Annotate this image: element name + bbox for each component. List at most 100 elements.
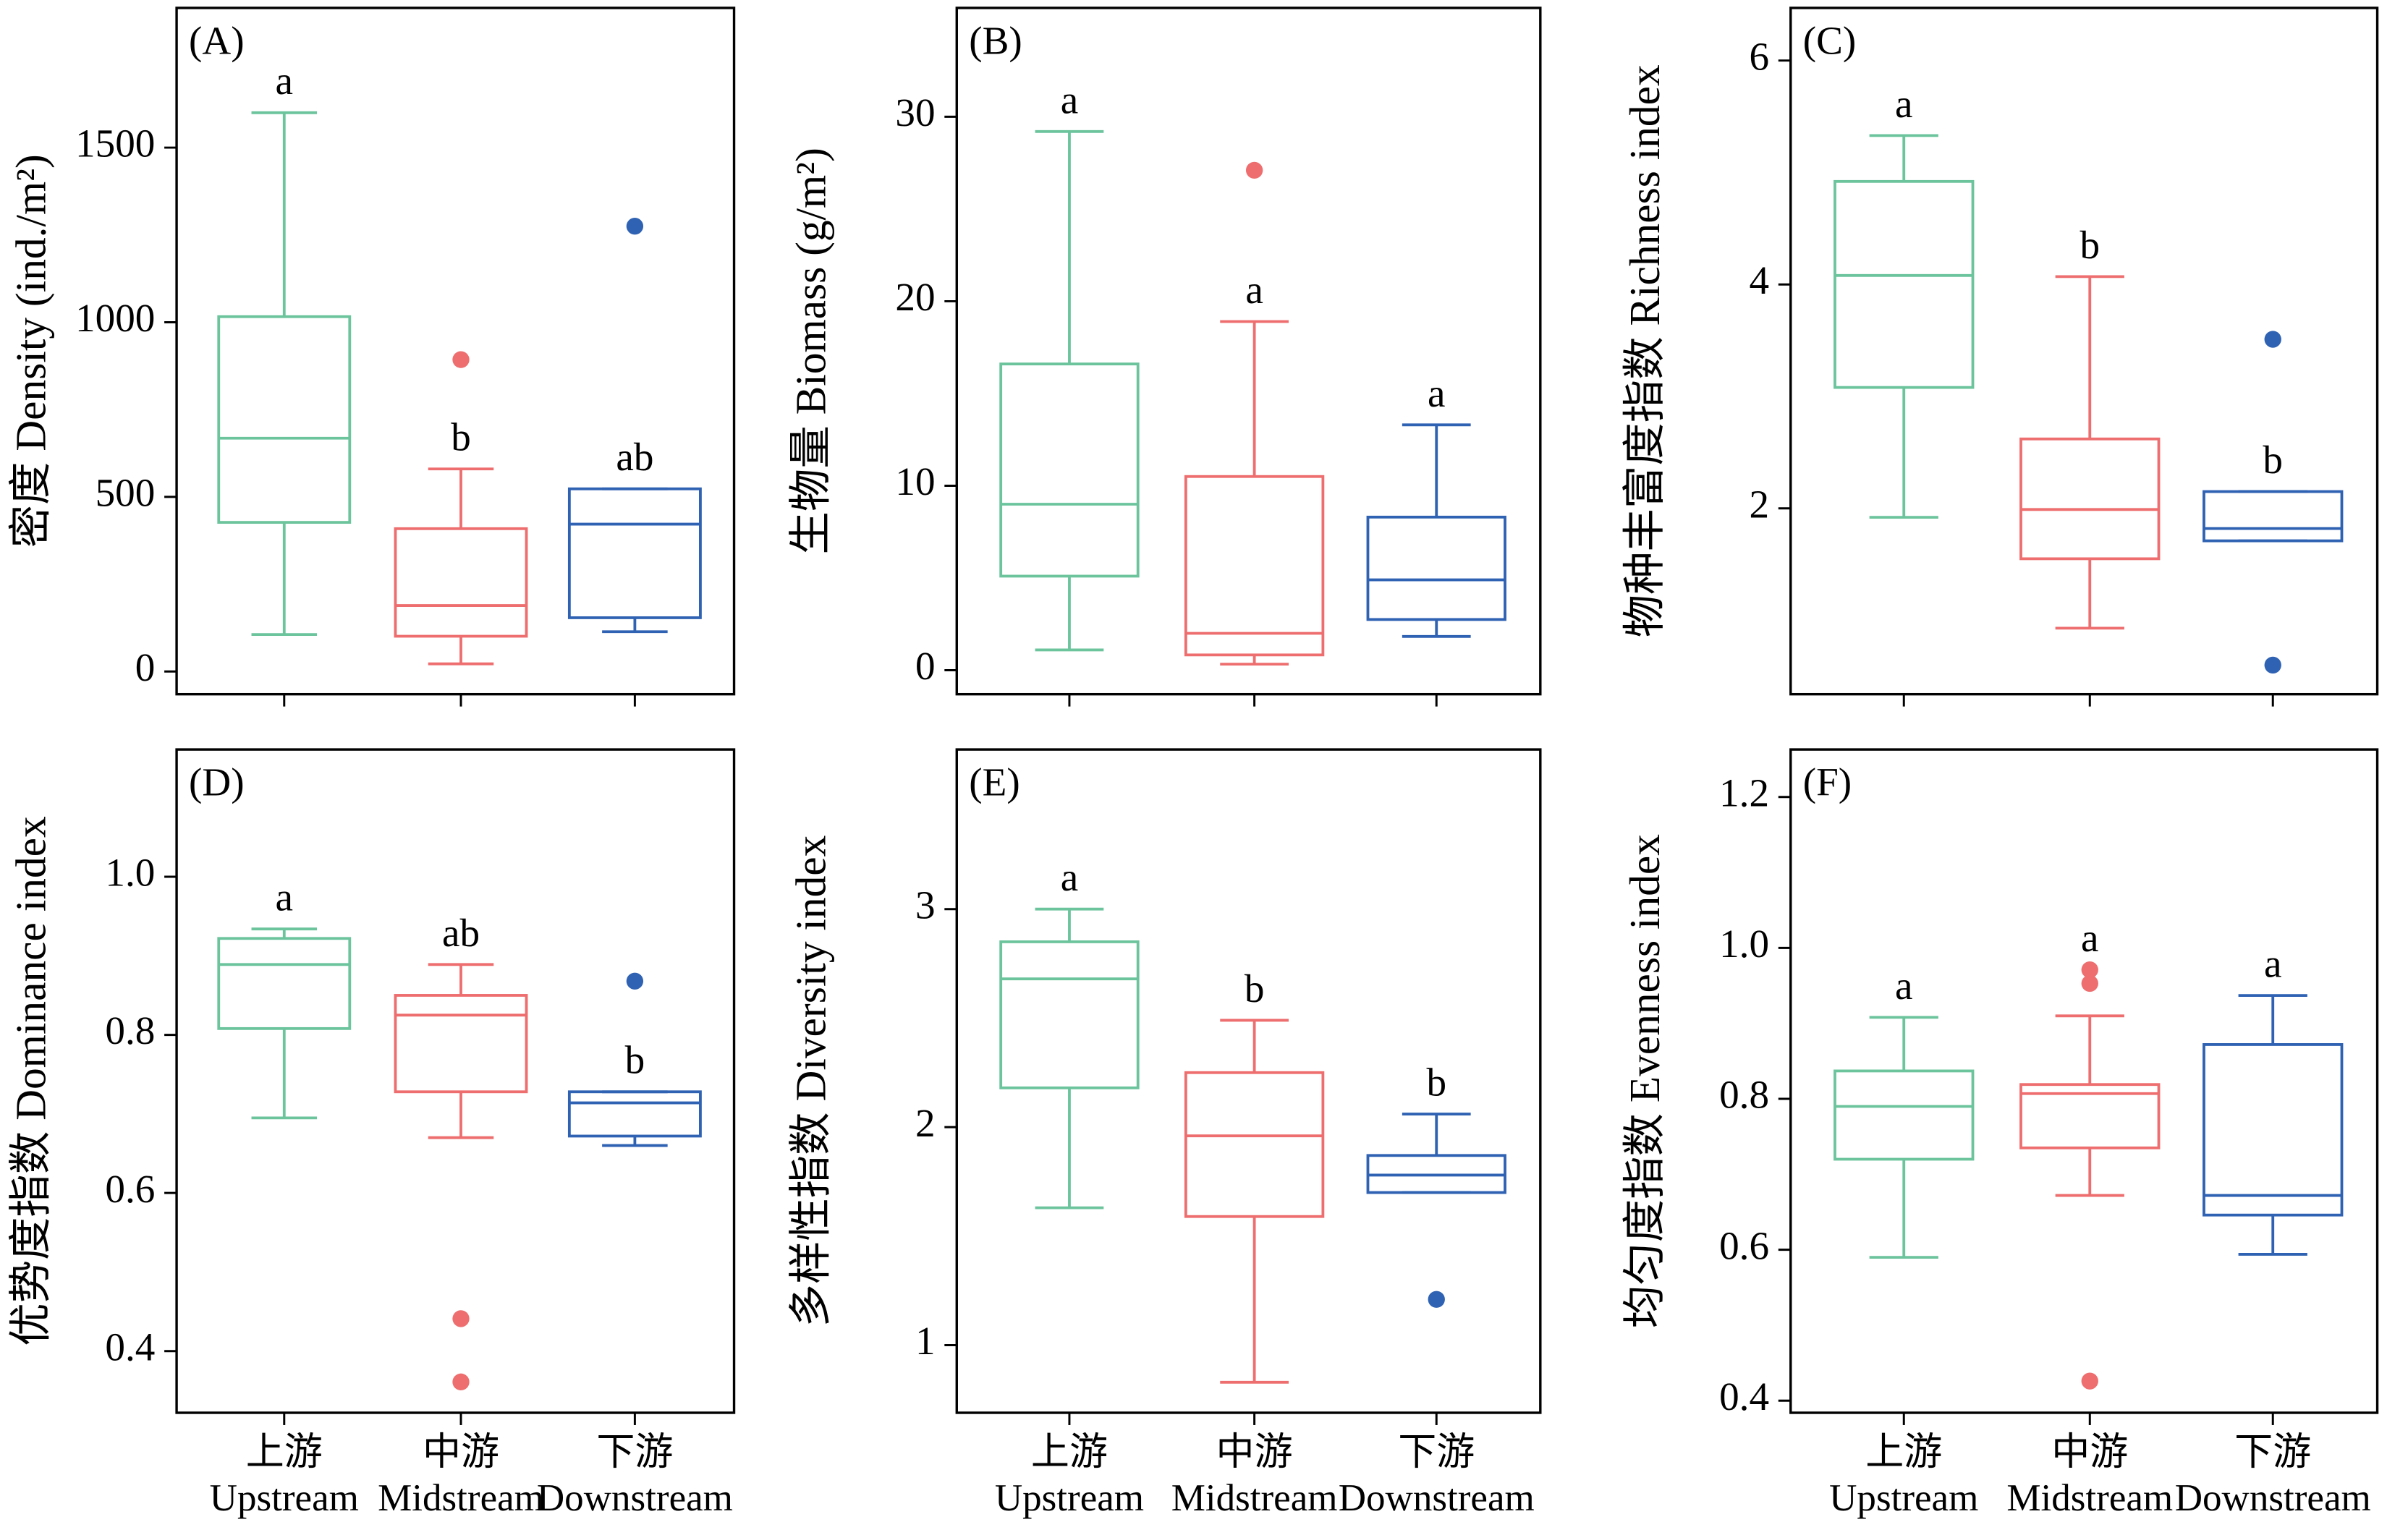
y-tick-label: 1000 (75, 296, 155, 340)
significance-label: b (1426, 1060, 1446, 1104)
x-tick-label: Downstream (2175, 1477, 2371, 1519)
box (999, 362, 1140, 578)
outlier (452, 1373, 470, 1391)
box (2019, 1083, 2161, 1149)
y-axis-label: 多样性指数 Diversity index (787, 836, 835, 1327)
y-axis-label: 密度 Density (ind./m²) (7, 154, 54, 548)
box (567, 1090, 702, 1138)
box (1833, 179, 1975, 389)
outlier (1428, 1291, 1445, 1308)
x-tick-label: Midstream (378, 1477, 544, 1519)
plot-frame (1789, 748, 2379, 1414)
x-tick-label: Midstream (2006, 1477, 2173, 1519)
y-axis-label: 生物量 Biomass (g/m²) (787, 148, 835, 554)
significance-label: b (451, 415, 471, 459)
box (217, 937, 352, 1030)
y-tick-label: 1.0 (105, 851, 155, 895)
y-tick-label: 0 (915, 644, 936, 688)
x-tick-label: 上游 (246, 1432, 323, 1474)
outlier (2081, 961, 2098, 979)
outlier (1245, 161, 1263, 179)
x-tick-label: 下游 (2234, 1432, 2311, 1474)
y-tick-label: 6 (1749, 34, 1769, 78)
significance-label: a (1245, 268, 1263, 312)
significance-label: b (1245, 966, 1265, 1011)
y-tick-label: 0 (135, 645, 156, 689)
y-tick-label: 2 (1749, 482, 1769, 526)
significance-label: a (276, 59, 294, 103)
outlier (2264, 656, 2281, 674)
significance-label: a (1061, 77, 1079, 122)
x-tick-label: 中游 (423, 1432, 499, 1474)
significance-label: b (2263, 438, 2283, 482)
x-tick-label: 中游 (2051, 1432, 2128, 1474)
box (394, 994, 528, 1094)
outlier (626, 972, 644, 990)
box (1184, 1071, 1325, 1218)
significance-label: ab (616, 435, 653, 479)
y-tick-label: 4 (1749, 258, 1769, 302)
y-tick-label: 0.8 (1719, 1073, 1769, 1117)
x-tick-label: Downstream (537, 1477, 733, 1519)
y-tick-label: 20 (895, 275, 935, 319)
panel-title: (B) (969, 19, 1022, 63)
y-tick-label: 1.0 (1719, 922, 1769, 966)
significance-label: a (2264, 942, 2281, 986)
x-tick-label: 上游 (1865, 1432, 1942, 1474)
y-tick-label: 2 (915, 1101, 936, 1145)
y-tick-label: 1 (915, 1319, 936, 1363)
plot-frame (1789, 7, 2379, 696)
y-tick-label: 0.6 (1719, 1223, 1769, 1267)
y-tick-label: 0.8 (105, 1008, 155, 1053)
x-tick-label: Upstream (1829, 1477, 1978, 1519)
outlier (626, 218, 644, 235)
outlier (452, 1310, 470, 1327)
y-axis-label: 优势度指数 Dominance index (7, 816, 54, 1346)
outlier (2081, 1372, 2098, 1390)
x-tick-label: 上游 (1031, 1432, 1108, 1474)
box (2019, 437, 2161, 561)
box (1184, 475, 1325, 657)
panel-title: (A) (189, 19, 245, 63)
panel: (B) 生物量 Biomass (g/m²) 0 10 20 30 a a a (787, 7, 1542, 707)
panel: (C) 物种丰富度指数 Richness index 2 4 6 a b b (1621, 7, 2379, 707)
x-tick-label: Upstream (210, 1477, 359, 1519)
panel-title: (F) (1803, 760, 1852, 804)
significance-label: a (1895, 964, 1913, 1008)
box (2203, 1043, 2344, 1217)
box (2203, 490, 2344, 543)
box (1366, 515, 1506, 621)
significance-label: a (1428, 371, 1446, 415)
outlier (2264, 331, 2281, 348)
panel: (D) 优势度指数 Dominance index 0.4 0.6 0.8 1.0 上游Up… (7, 748, 736, 1519)
significance-label: b (625, 1038, 645, 1082)
x-tick-label: 下游 (596, 1432, 673, 1474)
significance-label: a (1895, 82, 1913, 126)
x-tick-label: Downstream (1339, 1477, 1535, 1519)
panel-title: (C) (1803, 19, 1857, 63)
box (999, 940, 1140, 1089)
y-tick-label: 1.2 (1719, 770, 1769, 815)
panel-title: (D) (189, 760, 245, 804)
plot-frame (955, 7, 1542, 696)
plot-frame (955, 748, 1542, 1414)
box (394, 527, 528, 638)
x-tick-label: Midstream (1171, 1477, 1338, 1519)
significance-label: a (276, 875, 294, 919)
box (217, 315, 352, 524)
y-tick-label: 3 (915, 883, 936, 927)
x-tick-label: 中游 (1216, 1432, 1293, 1474)
significance-label: b (2080, 223, 2100, 267)
significance-label: a (1061, 855, 1079, 899)
significance-label: ab (442, 911, 480, 955)
y-axis-label: 均匀度指数 Evenness index (1621, 834, 1669, 1328)
y-tick-label: 0.4 (1719, 1374, 1769, 1419)
plot-frame (175, 748, 736, 1414)
plot-frame (175, 7, 736, 696)
y-tick-label: 500 (96, 471, 156, 515)
x-tick-label: Upstream (995, 1477, 1144, 1519)
